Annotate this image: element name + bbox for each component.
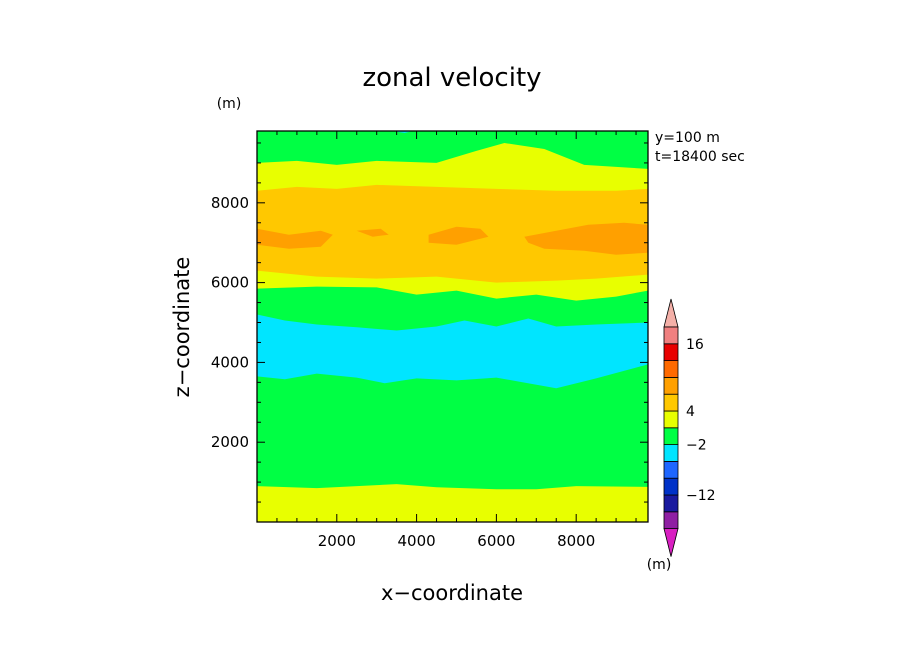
colorbar-segment — [663, 376, 679, 395]
orange-contour-2 — [428, 226, 489, 245]
x-tick-label: 4000 — [397, 532, 435, 550]
x-unit-label: (m) — [647, 557, 672, 573]
colorbar-top-arrow — [663, 298, 679, 328]
y-tick-label: 6000 — [211, 274, 249, 292]
colorbar-bottom-arrow — [663, 528, 679, 557]
x-tick-label: 2000 — [318, 532, 356, 550]
orange-contour-1 — [356, 228, 389, 237]
colorbar-segment — [663, 460, 679, 479]
colorbar-segment — [663, 393, 679, 412]
colorbar-segment — [663, 360, 679, 378]
colorbar-segment — [663, 494, 679, 513]
plot-area: 2000 4000 6000 8000 2000 4000 6000 8000 — [211, 130, 649, 550]
colorbar-segment — [663, 427, 679, 445]
colorbar-segment — [663, 511, 679, 529]
y-axis-title: z−coordinate — [170, 257, 194, 398]
colorbar-label: −2 — [686, 438, 707, 454]
colorbar-segment — [663, 410, 679, 429]
orange-contour-0 — [257, 228, 333, 249]
colorbar-segment — [663, 326, 679, 345]
y-tick-label: 2000 — [211, 433, 249, 451]
y-tick-label: 8000 — [211, 194, 249, 212]
x-axis-title: x−coordinate — [381, 581, 523, 605]
cyan-small-spot — [280, 373, 297, 379]
colorbar-label: 4 — [686, 404, 695, 420]
x-tick-label: 6000 — [477, 532, 515, 550]
axis-ticks: 2000 4000 6000 8000 2000 4000 6000 8000 — [211, 131, 648, 550]
annotation-t: t=18400 sec — [655, 149, 745, 165]
contour-bands — [257, 131, 648, 522]
colorbar-segment — [663, 477, 679, 496]
plot-frame — [256, 130, 649, 523]
colorbar-segment — [663, 444, 679, 462]
contour-band-1 — [257, 364, 648, 522]
y-unit-label: (m) — [217, 96, 242, 112]
colorbar-segment — [663, 343, 679, 361]
y-tick-label: 4000 — [211, 353, 249, 371]
orange-contour-3 — [524, 222, 648, 255]
contour-band-0 — [257, 484, 648, 522]
colorbar: −12 −2 4 16 — [663, 298, 716, 557]
x-tick-label: 8000 — [557, 532, 595, 550]
colorbar-label: 16 — [686, 337, 704, 353]
annotation-y: y=100 m — [655, 130, 720, 146]
colorbar-label: −12 — [686, 488, 716, 504]
chart-title: zonal velocity — [362, 63, 541, 93]
